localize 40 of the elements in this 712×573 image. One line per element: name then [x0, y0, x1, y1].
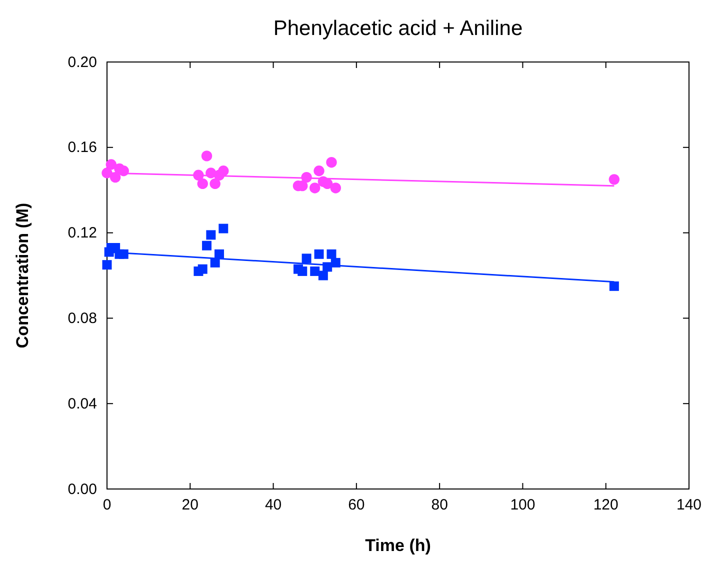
y-tick-label: 0.12 [68, 224, 97, 242]
point [197, 178, 208, 190]
point [326, 249, 336, 259]
point [198, 264, 208, 274]
chart-title: Phenylacetic acid + Aniline [273, 17, 523, 40]
point [218, 224, 228, 234]
point [318, 270, 328, 280]
point [310, 182, 320, 194]
x-tick-label: 40 [264, 496, 282, 514]
point [609, 281, 619, 291]
point [210, 178, 220, 190]
x-axis-title: Time (h) [365, 536, 431, 555]
point [298, 266, 308, 276]
point [302, 254, 312, 264]
point [322, 178, 333, 190]
y-tick-label: 0.04 [68, 395, 97, 412]
point [106, 159, 117, 170]
point [314, 166, 324, 176]
y-tick-label: 0.16 [68, 139, 97, 156]
point [330, 182, 341, 194]
point [206, 230, 216, 240]
x-tick-label: 0 [102, 496, 112, 514]
y-tick-label: 0.00 [68, 480, 97, 498]
y-tick-label: 0.08 [68, 310, 97, 327]
x-tick-label: 60 [348, 496, 365, 514]
x-tick-label: 20 [182, 496, 198, 514]
x-tick-label: 80 [431, 496, 448, 514]
x-tick-label: 120 [593, 496, 618, 514]
point [102, 260, 112, 270]
point [201, 150, 212, 162]
point [608, 174, 620, 185]
y-tick-label: 0.20 [68, 54, 97, 71]
x-tick-label: 140 [676, 496, 702, 514]
point [310, 266, 320, 276]
point [218, 166, 229, 176]
point [202, 240, 212, 250]
x-tick-label: 100 [510, 496, 536, 514]
y-axis-title: Concentration (M) [13, 202, 32, 348]
point [326, 157, 337, 168]
point [314, 249, 324, 259]
